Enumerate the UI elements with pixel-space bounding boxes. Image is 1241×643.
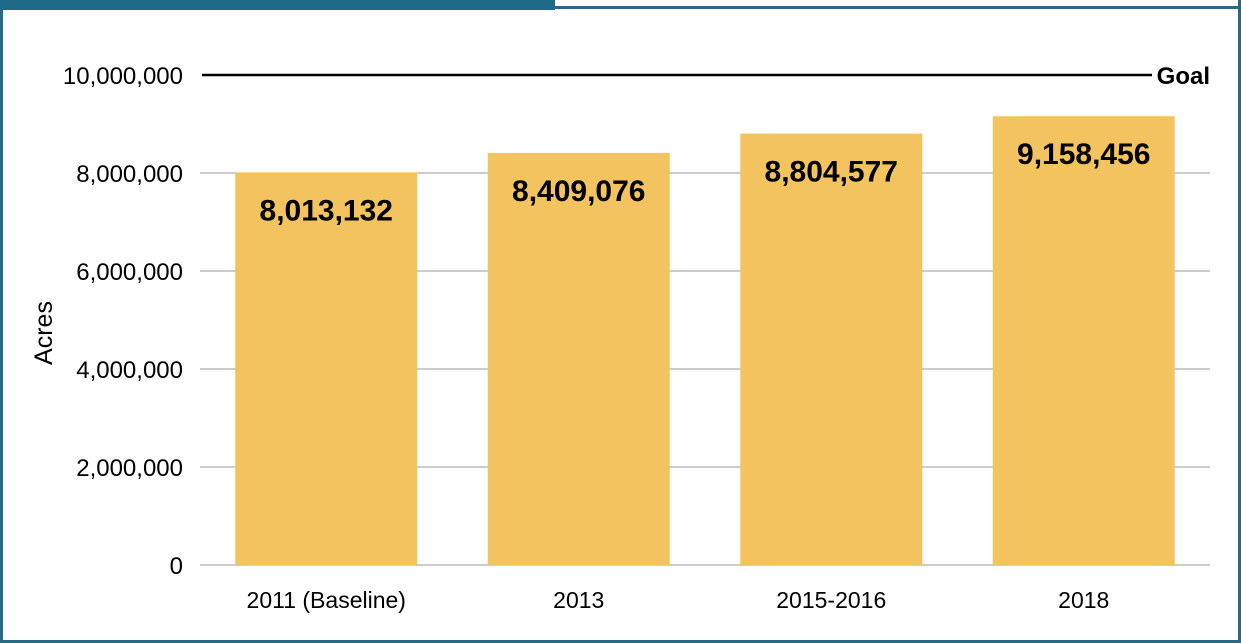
y-tick-label: 8,000,000 [76, 161, 183, 188]
x-tick-label: 2013 [553, 587, 604, 613]
x-tick-label: 2015-2016 [776, 587, 886, 613]
y-tick-label: 4,000,000 [76, 357, 183, 384]
y-axis-title: Acres [30, 301, 58, 365]
y-tick-label: 0 [170, 553, 183, 580]
data-label: 8,804,577 [765, 156, 898, 189]
x-tick-label: 2011 (Baseline) [247, 587, 406, 613]
y-tick-label: 2,000,000 [76, 455, 183, 482]
y-tick-labels: 0 2,000,000 4,000,000 6,000,000 8,000,000 10,… [63, 63, 183, 580]
bar [740, 134, 922, 565]
data-label: 8,409,076 [512, 175, 645, 208]
data-label: 9,158,456 [1017, 138, 1150, 171]
bar [488, 153, 670, 565]
bars [235, 116, 1175, 565]
y-tick-label: 10,000,000 [63, 63, 183, 90]
y-tick-label: 6,000,000 [76, 259, 183, 286]
data-label: 8,013,132 [260, 194, 393, 227]
x-tick-label: 2018 [1058, 587, 1109, 613]
goal-label: Goal [1157, 63, 1210, 90]
x-tick-labels: 2011 (Baseline) 2013 2015-2016 2018 [247, 587, 1110, 613]
bar [235, 172, 417, 565]
bar [993, 116, 1175, 565]
